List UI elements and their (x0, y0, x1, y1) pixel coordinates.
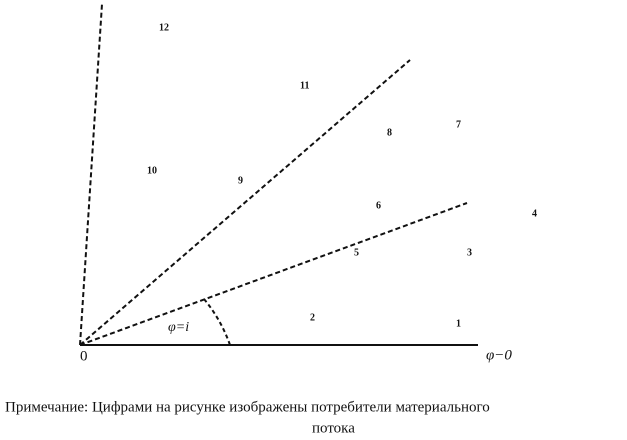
axis-label: φ−0 (486, 347, 512, 363)
consumer-number: 11 (300, 80, 309, 91)
consumer-number: 9 (238, 175, 243, 186)
consumer-number: 2 (310, 312, 315, 323)
caption-line: потока (312, 420, 355, 436)
origin-label: 0 (80, 348, 88, 364)
consumer-number: 3 (467, 247, 472, 258)
consumer-number: 10 (147, 165, 157, 176)
consumer-number: 5 (354, 247, 359, 258)
dashed-ray (79, 3, 103, 346)
consumer-number: 1 (456, 318, 461, 329)
consumer-number: 7 (456, 119, 461, 130)
angle-label: φ=i (168, 320, 189, 335)
consumer-number: 4 (532, 208, 537, 219)
consumer-number: 6 (376, 200, 381, 211)
dashed-ray (79, 59, 411, 346)
consumer-number: 12 (159, 22, 169, 33)
dashed-ray (79, 202, 468, 346)
angle-arc (203, 298, 231, 346)
caption-line: Примечание: Цифрами на рисунке изображен… (5, 399, 490, 415)
consumer-number: 8 (387, 127, 392, 138)
